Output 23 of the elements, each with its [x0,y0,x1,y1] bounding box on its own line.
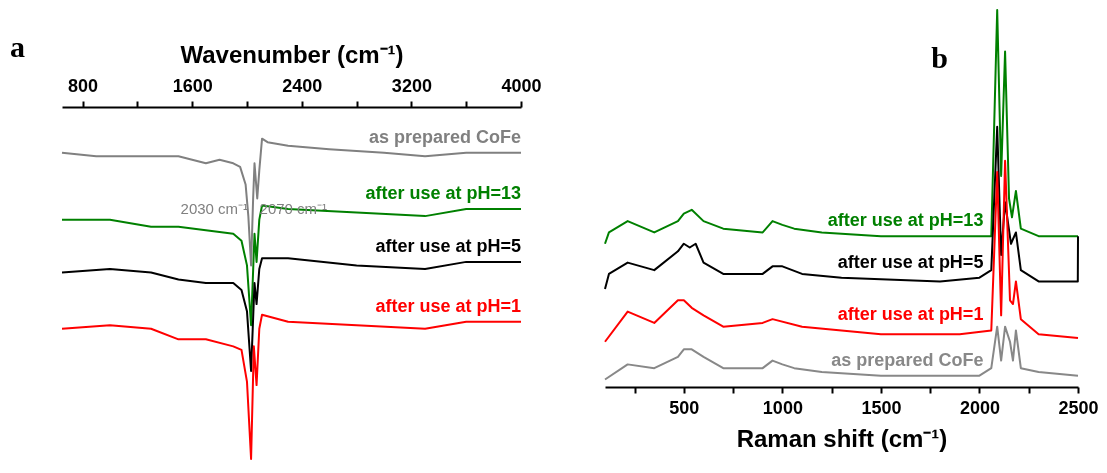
x-tick-label: 500 [669,397,700,418]
series-label: after use at pH=1 [375,295,521,316]
series-label: after use at pH=13 [827,210,984,231]
annotation: 2030 cm⁻¹ [180,200,249,218]
series-label: as prepared CoFe [368,126,521,147]
series-label: after use at pH=1 [837,304,984,325]
x-tick-label: 1500 [861,397,902,418]
x-tick-label: 4000 [501,75,542,96]
x-axis-title: Raman shift (cm⁻¹) [736,424,948,452]
x-tick-label: 1600 [172,75,213,96]
chart-title: a [10,30,25,63]
series-label: as prepared CoFe [831,349,984,370]
x-tick-label: 1000 [762,397,803,418]
x-tick-label: 2000 [959,397,1000,418]
x-tick-label: 800 [68,75,99,96]
x-tick-label: 2500 [1058,397,1099,418]
series-label: after use at pH=5 [375,235,521,256]
text: b [931,41,949,74]
x-tick-label: 2400 [282,75,323,96]
x-axis-title: Wavenumber (cm⁻¹) [180,40,404,68]
series-label: after use at pH=13 [365,183,521,204]
series-label: after use at pH=5 [837,251,984,272]
x-tick-label: 3200 [391,75,432,96]
